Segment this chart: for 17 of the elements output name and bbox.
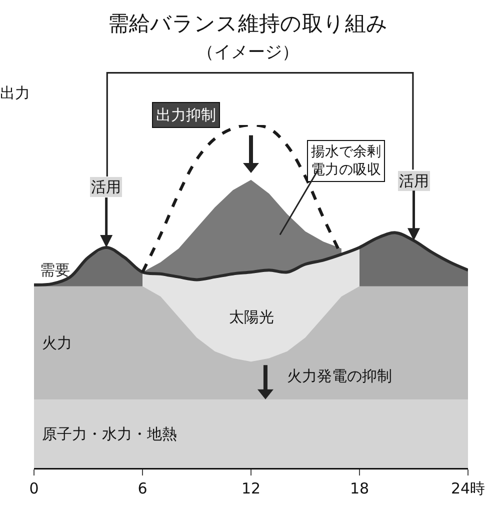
- series-label: 需要: [40, 261, 70, 279]
- x-tick-label: 24時: [450, 480, 486, 498]
- annotation: 火力発電の抑制: [287, 367, 392, 385]
- x-tick-label: 6: [138, 480, 148, 498]
- annotation: 揚水で余剰電力の吸収: [311, 144, 381, 178]
- text: 出力抑制: [156, 106, 216, 124]
- x-tick-label: 0: [29, 480, 39, 498]
- series-label: 原子力・水力・地熱: [42, 425, 177, 443]
- chart-subtitle: （イメージ）: [197, 42, 299, 63]
- x-tick-label: 18: [350, 480, 370, 498]
- series-label: 太陽光: [229, 308, 274, 326]
- chart-title: 需給バランス維持の取り組み: [108, 11, 388, 36]
- x-tick-label: 12: [241, 480, 261, 498]
- series-label: 火力: [42, 334, 72, 352]
- annotation: 活用: [399, 172, 429, 190]
- annotation: 活用: [91, 178, 121, 196]
- y-axis-title: 出力: [0, 84, 30, 102]
